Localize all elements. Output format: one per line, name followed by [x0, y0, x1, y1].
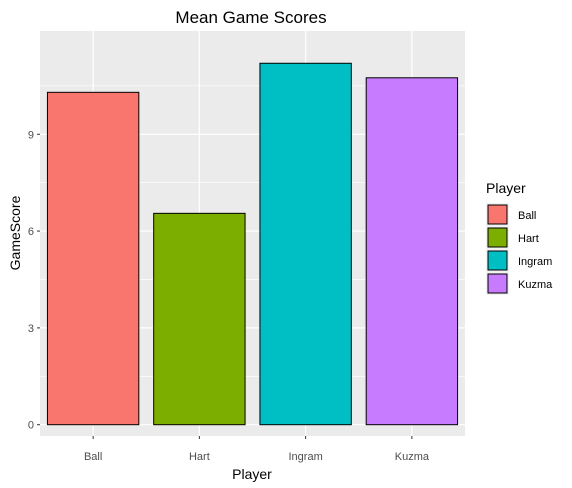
legend-swatch-hart	[487, 227, 508, 248]
legend-label: Kuzma	[518, 279, 553, 291]
y-axis-title: GameScore	[7, 195, 23, 270]
bar-kuzma	[365, 77, 459, 426]
bar-ingram	[259, 62, 352, 426]
legend-title: Player	[486, 180, 526, 196]
legend-label: Ball	[518, 210, 536, 222]
x-axis-title: Player	[232, 466, 272, 482]
x-axis: Ball Hart Ingram Kuzma	[84, 436, 430, 463]
legend-label: Hart	[518, 233, 539, 245]
bars	[46, 62, 459, 426]
x-tick-label: Ingram	[289, 451, 323, 463]
chart-title: Mean Game Scores	[175, 8, 326, 27]
x-tick-label: Hart	[189, 451, 210, 463]
legend-swatch-ball	[487, 204, 508, 225]
bar-ball	[46, 91, 140, 426]
legend: Player Ball Hart Ingram Kuzma	[486, 180, 553, 295]
legend-label: Ingram	[518, 256, 552, 268]
y-axis: 0 3 6 9	[28, 129, 40, 432]
y-tick-label: 9	[28, 129, 34, 141]
bar-hart	[153, 212, 246, 426]
y-tick-label: 3	[28, 323, 34, 335]
x-tick-label: Kuzma	[395, 451, 430, 463]
x-tick-label: Ball	[84, 451, 102, 463]
legend-swatch-kuzma	[487, 273, 508, 294]
y-tick-label: 6	[28, 226, 34, 238]
y-tick-label: 0	[28, 420, 34, 432]
legend-swatch-ingram	[487, 250, 508, 271]
